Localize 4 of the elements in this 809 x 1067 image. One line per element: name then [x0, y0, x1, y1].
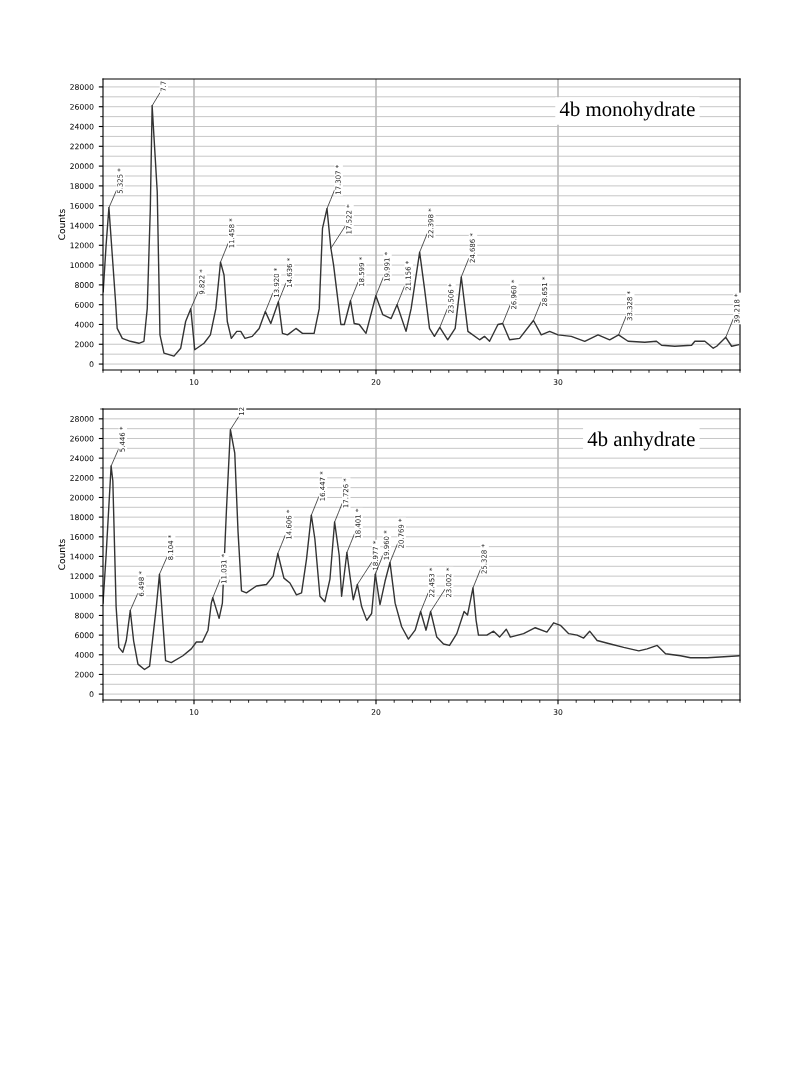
text: 4b anhydrate — [587, 431, 695, 451]
y-axis-title: Counts — [58, 539, 66, 570]
text: 4b monohydrate — [559, 101, 695, 121]
y-axis-title: Counts — [58, 209, 66, 240]
